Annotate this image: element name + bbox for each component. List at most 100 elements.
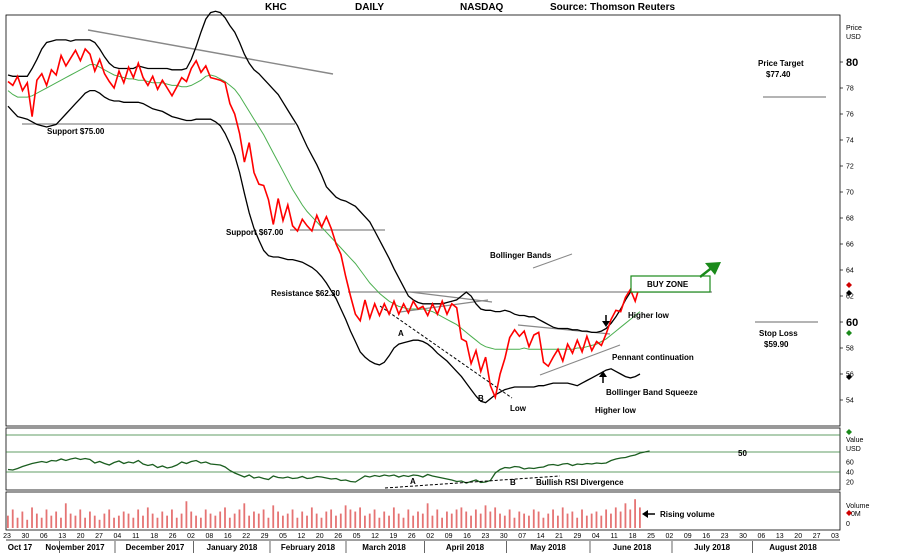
- buy-zone-label: BUY ZONE: [647, 280, 689, 289]
- buy-zone-box: [630, 275, 711, 293]
- x-day-tick-label: 12: [298, 533, 306, 540]
- stop-loss-value: $59.90: [764, 340, 789, 349]
- volume-bar: [576, 517, 579, 528]
- header-ticker: KHC: [265, 2, 287, 13]
- volume-bar: [310, 507, 313, 528]
- x-day-tick-label: 20: [77, 533, 85, 540]
- volume-bar: [388, 515, 390, 528]
- volume-bar: [585, 515, 588, 528]
- rsi-y-tick-label: 40: [846, 470, 854, 477]
- price-y-tick-label: 78: [846, 86, 854, 93]
- volume-bar: [532, 509, 535, 528]
- volume-bar: [199, 517, 202, 528]
- price-y-tick-label: 58: [846, 346, 854, 353]
- rsi-panel-frame: [5, 427, 841, 491]
- volume-bar: [503, 515, 506, 528]
- point-a-label: A: [398, 329, 404, 338]
- volume-bar: [142, 515, 144, 528]
- volume-bar: [383, 511, 386, 528]
- volume-bar: [296, 517, 299, 528]
- volume-bar: [7, 515, 9, 528]
- x-day-tick-label: 23: [482, 533, 490, 540]
- x-day-tick-label: 20: [794, 533, 802, 540]
- x-day-tick-label: 13: [58, 533, 66, 540]
- buy-zone-arrow-icon: [699, 262, 721, 278]
- volume-bar: [513, 517, 516, 528]
- volume-bar: [537, 511, 540, 528]
- higher-low-label-1: Higher low: [628, 311, 670, 320]
- volume-bar: [11, 509, 14, 528]
- x-axis: 23 30 06 13 20 27 04 11 18 26 02 08 16 22 29 05 12 20 26 05…: [3, 533, 839, 540]
- volume-bar: [209, 513, 212, 528]
- volume-bar: [243, 503, 246, 528]
- volume-bar: [412, 515, 415, 528]
- up-arrow-icon: [599, 371, 607, 383]
- volume-bar: [40, 517, 43, 528]
- x-day-tick-label: 07: [518, 533, 526, 540]
- point-b-label: B: [478, 394, 484, 403]
- left-arrow-icon: [642, 510, 655, 518]
- volume-axis-scale: 0M: [851, 511, 861, 518]
- volume-bar: [26, 519, 29, 528]
- volume-bar: [392, 507, 395, 528]
- volume-bar: [113, 517, 115, 528]
- x-day-tick-label: 02: [187, 533, 195, 540]
- volume-bar: [127, 513, 130, 528]
- price-panel-frame: [5, 14, 841, 427]
- x-day-tick-label: 04: [114, 533, 122, 540]
- volume-bar: [137, 509, 140, 528]
- marker-volume-diamond: [846, 510, 852, 516]
- price-y-tick-label: 72: [846, 164, 854, 171]
- price-axis-unit: USD: [846, 34, 861, 41]
- marker-black-diamond-2: [846, 374, 852, 380]
- volume-bar: [344, 505, 347, 528]
- volume-bar: [547, 513, 550, 528]
- volume-bars: [7, 499, 641, 528]
- volume-bar: [446, 511, 448, 528]
- bollinger-lower-band: [7, 89, 641, 404]
- volume-bar: [156, 517, 159, 528]
- volume-bar: [508, 509, 511, 528]
- volume-bar: [417, 511, 419, 528]
- volume-bar: [257, 513, 260, 528]
- squeeze-label: Bollinger Band Squeeze: [606, 388, 698, 397]
- volume-bar: [571, 511, 574, 528]
- x-day-tick-label: 27: [813, 533, 821, 540]
- price-y-tick-label: 68: [846, 216, 854, 223]
- price-target-value: $77.40: [766, 70, 791, 79]
- volume-bar: [619, 511, 622, 528]
- x-month-label: January 2018: [207, 543, 258, 552]
- price-y-tick-label: 80: [846, 57, 858, 69]
- volume-bar: [31, 507, 33, 528]
- x-day-tick-label: 26: [334, 533, 342, 540]
- volume-bar: [60, 517, 62, 528]
- volume-bar: [98, 519, 101, 528]
- volume-bar: [315, 513, 318, 528]
- down-arrow-icon: [602, 315, 610, 327]
- volume-bar: [175, 517, 178, 528]
- volume-bar: [180, 513, 183, 528]
- volume-bar: [204, 509, 207, 528]
- volume-bar: [166, 515, 169, 528]
- volume-bar: [542, 517, 545, 528]
- pennant-lower-line: [539, 344, 621, 376]
- x-day-tick-label: 14: [537, 533, 545, 540]
- bollinger-pointer-line: [532, 253, 573, 269]
- volume-bar: [450, 513, 453, 528]
- stop-loss-label: Stop Loss: [759, 329, 798, 338]
- volume-bar: [460, 507, 463, 528]
- volume-bar: [378, 517, 381, 528]
- volume-bar: [330, 509, 333, 528]
- volume-bar: [117, 515, 120, 528]
- rsi-divergence-label: Bullish RSI Divergence: [536, 478, 624, 487]
- x-day-tick-label: 03: [831, 533, 839, 540]
- rsi-y-axis: 20 40 60: [846, 460, 854, 487]
- x-day-tick-label: 02: [666, 533, 674, 540]
- x-day-tick-label: 11: [132, 533, 139, 540]
- bollinger-upper-band: [7, 10, 641, 334]
- volume-bar: [436, 509, 439, 528]
- volume-bar: [614, 507, 617, 528]
- volume-bar: [301, 511, 304, 528]
- x-day-tick-label: 09: [684, 533, 692, 540]
- volume-bar: [421, 513, 424, 528]
